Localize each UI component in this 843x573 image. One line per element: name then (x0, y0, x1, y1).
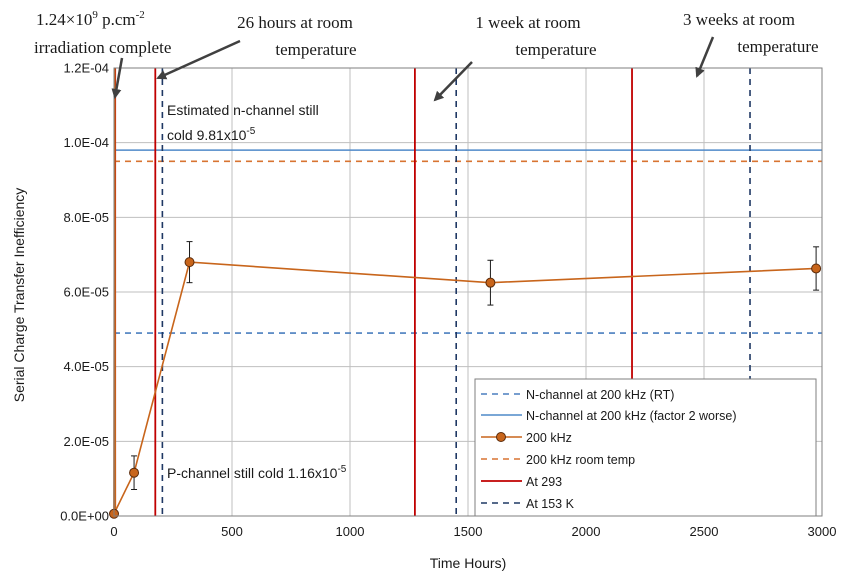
data-point (184, 257, 195, 268)
legend-label-n-factor2: N-channel at 200 kHz (factor 2 worse) (526, 409, 737, 423)
data-point (811, 263, 822, 274)
y-tick-label: 8.0E-05 (63, 210, 109, 225)
pchannel-annotation: P-channel still cold 1.16x10-5 (167, 464, 347, 481)
y-tick-label: 1.0E-04 (63, 135, 109, 150)
irradiation-annotation-line2: irradiation complete (34, 38, 171, 57)
week1-annotation-line1: 1 week at room (475, 13, 580, 32)
y-tick-label: 4.0E-05 (63, 359, 109, 374)
hours26-arrow (156, 39, 241, 80)
legend-label-at293: At 293 (526, 475, 562, 489)
data-point (129, 467, 140, 478)
x-tick-label: 2500 (690, 524, 719, 539)
legend-marker-200khz (496, 432, 506, 442)
legend: N-channel at 200 kHz (RT) N-channel at 2… (474, 378, 817, 517)
y-tick-label: 6.0E-05 (63, 285, 109, 300)
irradiation-annotation-line1: 1.24×109 p.cm-2 (36, 9, 145, 29)
x-tick-label: 500 (221, 524, 243, 539)
x-tick-label: 1500 (454, 524, 483, 539)
annotations: 1.24×109 p.cm-2 irradiation complete 26 … (34, 9, 819, 481)
legend-item-200khz: 200 kHz (481, 431, 572, 445)
x-tick-label: 2000 (572, 524, 601, 539)
x-tick-label: 0 (110, 524, 117, 539)
x-axis-label: Time Hours) (430, 555, 507, 571)
horizontal-reference-lines (114, 149, 822, 334)
week1-arrow (433, 61, 473, 102)
weeks3-annotation-line1: 3 weeks at room (683, 10, 795, 29)
x-tick-label: 1000 (336, 524, 365, 539)
hours26-annotation-line2: temperature (275, 40, 356, 59)
estimated-annotation-line1: Estimated n-channel still (167, 102, 319, 118)
estimated-annotation-line2: cold 9.81x10-5 (167, 126, 256, 143)
y-axis-label: Serial Charge Transfer Inefficiency (11, 188, 27, 403)
legend-item-room-temp: 200 kHz room temp (481, 453, 635, 467)
hours26-annotation-line1: 26 hours at room (237, 13, 353, 32)
grid (114, 68, 822, 516)
data-point (485, 277, 496, 288)
x-tick-label: 3000 (808, 524, 837, 539)
legend-label-n-rt: N-channel at 200 kHz (RT) (526, 388, 674, 402)
week1-annotation-line2: temperature (515, 40, 596, 59)
legend-item-n-rt: N-channel at 200 kHz (RT) (481, 388, 674, 402)
legend-label-200khz: 200 kHz (526, 431, 572, 445)
legend-item-at153: At 153 K (481, 497, 575, 511)
plot-frame (113, 67, 823, 517)
legend-label-room-temp: 200 kHz room temp (526, 453, 635, 467)
weeks3-arrow (695, 36, 715, 78)
legend-item-at293: At 293 (481, 475, 562, 489)
irradiation-arrow (111, 57, 124, 99)
legend-item-n-factor2: N-channel at 200 kHz (factor 2 worse) (481, 409, 737, 423)
y-tick-label: 2.0E-05 (63, 434, 109, 449)
legend-box (474, 378, 817, 517)
legend-label-at153: At 153 K (526, 497, 575, 511)
weeks3-annotation-line2: temperature (737, 37, 818, 56)
axis-ticks: 0 500 1000 1500 2000 2500 3000 0.0E+00 2.0E-05 4.… (60, 61, 836, 540)
y-tick-label: 1.2E-04 (63, 61, 109, 76)
y-tick-label: 0.0E+00 (60, 509, 109, 524)
